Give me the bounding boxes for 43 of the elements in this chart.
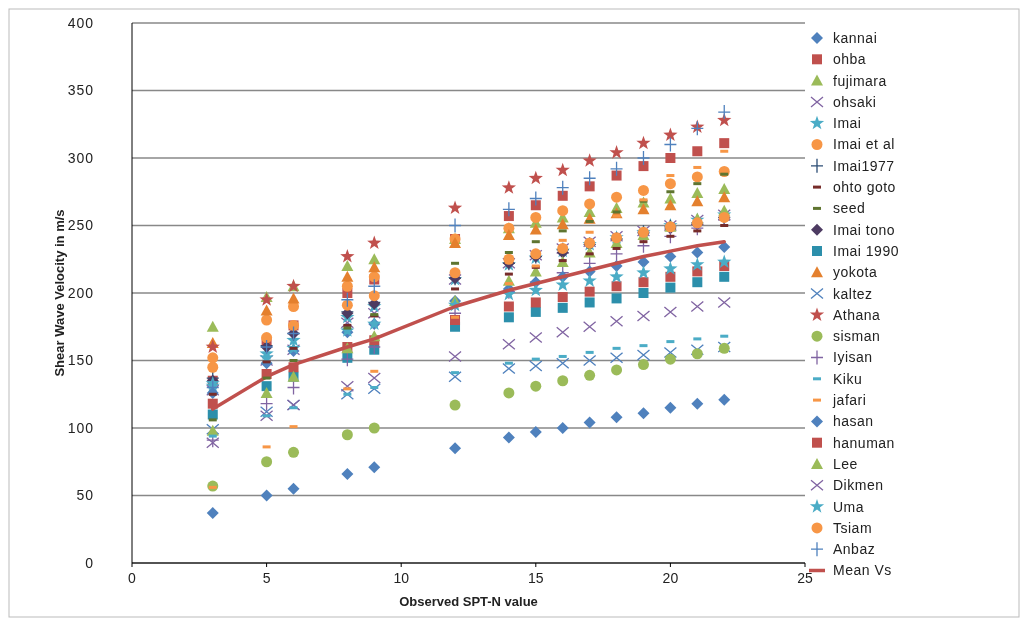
legend-label: Anbaz (833, 541, 876, 558)
legend-label: ohto goto (833, 179, 896, 195)
y-tick-label: 50 (76, 487, 94, 504)
legend-label: ohsaki (833, 93, 877, 110)
legend-label: Imai et al (833, 136, 895, 153)
legend-label: jafari (832, 392, 867, 408)
legend-label: Iyisan (833, 349, 873, 366)
y-tick-label: 300 (67, 149, 94, 166)
legend-label: sisman (833, 328, 881, 345)
legend-label: Kiku (833, 370, 863, 387)
legend-label: Athana (833, 306, 881, 323)
legend-label: Dikmen (833, 477, 884, 494)
legend-label: Imai tono (833, 221, 896, 238)
x-tick-label: 5 (262, 570, 271, 586)
legend-label: fujimara (833, 72, 887, 89)
y-tick-label: 100 (67, 419, 94, 436)
legend-label: ohba (833, 51, 867, 68)
legend-label: kaltez (833, 285, 873, 302)
x-tick-label: 0 (128, 570, 137, 586)
y-axis-title: Shear Wave Velocity in m/s (52, 209, 67, 377)
y-tick-label: 400 (67, 14, 94, 31)
legend-label: Imai 1990 (833, 242, 899, 259)
legend-label: Mean Vs (833, 562, 892, 579)
x-tick-label: 25 (797, 570, 813, 586)
y-tick-label: 0 (85, 554, 94, 571)
legend-label: Imai1977 (833, 157, 895, 174)
x-axis-title: Observed SPT-N value (399, 594, 538, 609)
x-tick-label: 20 (662, 570, 679, 586)
legend-label: seed (833, 200, 866, 217)
legend-label: Uma (833, 498, 865, 515)
y-tick-label: 250 (67, 217, 94, 234)
legend-label: hasan (833, 413, 874, 430)
legend-label: hanuman (833, 434, 895, 451)
x-tick-label: 15 (528, 570, 544, 586)
y-tick-label: 150 (67, 352, 94, 369)
legend-label: Tsiam (833, 519, 873, 536)
legend-label: Lee (833, 455, 858, 472)
legend-label: Imai (833, 115, 862, 132)
y-tick-label: 350 (67, 82, 94, 99)
x-tick-label: 10 (393, 570, 410, 586)
legend-label: kannai (833, 29, 878, 46)
legend-label: yokota (833, 264, 878, 281)
y-tick-label: 200 (67, 284, 94, 301)
